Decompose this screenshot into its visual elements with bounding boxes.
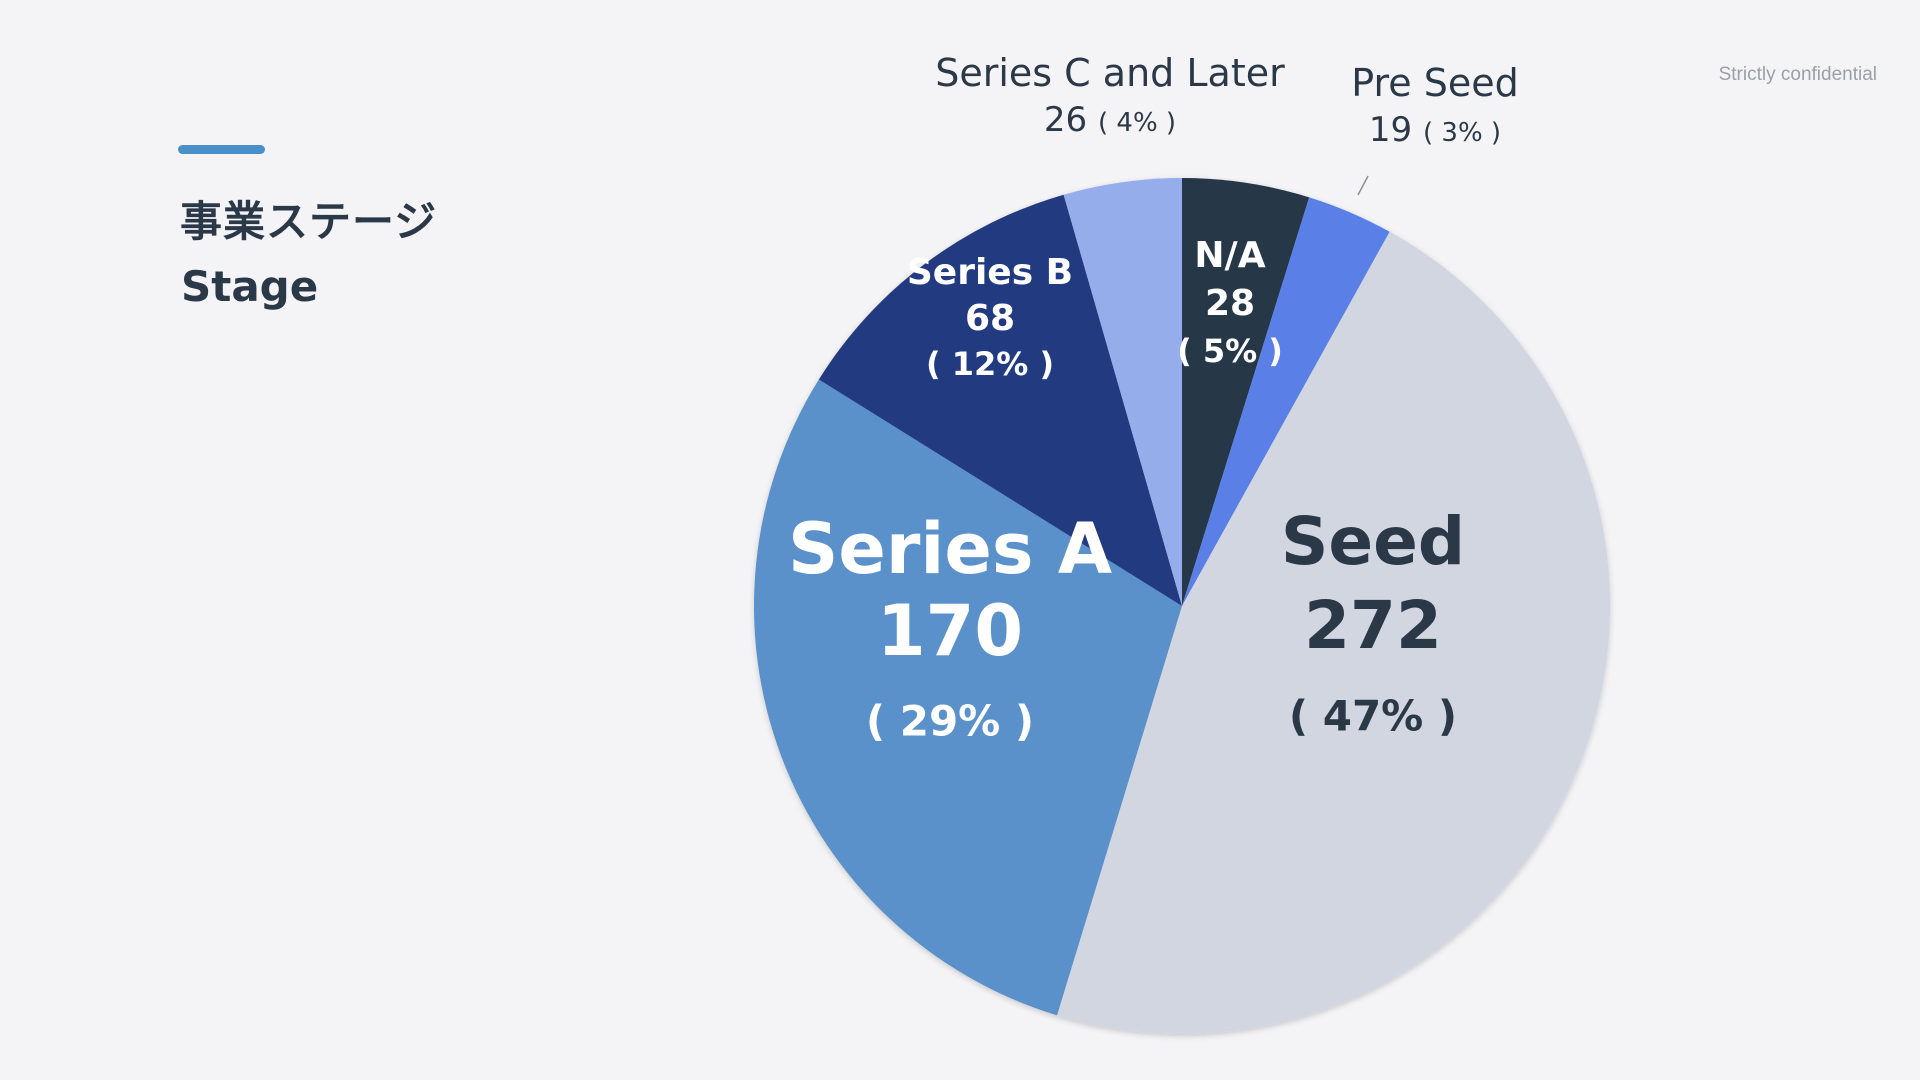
pie-slice-series-b: [818, 194, 1182, 606]
slice-label-series-c-and-later: Series C and Later: [935, 51, 1285, 95]
slice-percent-seed: ( 47% ): [1289, 691, 1457, 740]
slice-value-series-b: 68: [965, 298, 1015, 339]
slice-label-pre-seed: Pre Seed: [1351, 61, 1519, 105]
pie-slice-seed: [1056, 231, 1610, 1034]
slice-label-n-a: N/A: [1194, 235, 1265, 276]
slice-label-series-a: Series A: [788, 508, 1112, 590]
slice-label-series-b: Series B: [907, 252, 1073, 293]
slice-value-seed: 272: [1304, 587, 1442, 664]
pie-slice-series-c-and-later: [1063, 178, 1182, 606]
slice-percent-series-c-and-later: ( 4% ): [1098, 108, 1176, 138]
pie-slice-n-a: [1182, 178, 1310, 606]
slice-label-seed: Seed: [1281, 503, 1465, 580]
pie-slice-series-a: [753, 379, 1182, 1016]
pie-slice-pre-seed: [1182, 197, 1390, 606]
slice-value-n-a: 28: [1205, 283, 1255, 324]
slice-percent-n-a: ( 5% ): [1177, 332, 1283, 370]
slice-value-series-c-and-later: 26 ( 4% ): [1044, 100, 1176, 140]
page-title-japanese: 事業ステージ: [180, 197, 438, 246]
page-title-english: Stage: [181, 262, 319, 311]
slice-value-series-a: 170: [877, 590, 1023, 672]
slice-percent-series-a: ( 29% ): [866, 696, 1034, 745]
leader-line-pre-seed: [1357, 175, 1369, 196]
accent-bar: [178, 145, 265, 154]
slice-percent-pre-seed: ( 3% ): [1423, 118, 1501, 148]
slice-percent-series-b: ( 12% ): [926, 345, 1054, 383]
slice-value-pre-seed: 19 ( 3% ): [1369, 110, 1501, 150]
confidential-label: Strictly confidential: [1718, 64, 1877, 85]
